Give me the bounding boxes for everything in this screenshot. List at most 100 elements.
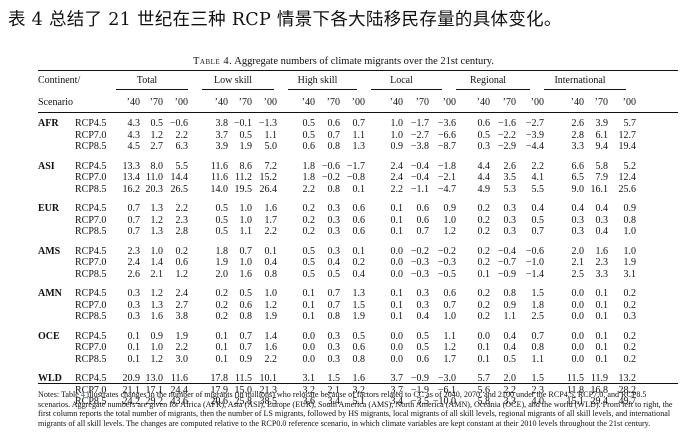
table-cell: 1.9 [264,311,278,322]
header-year: ’70 [238,97,252,108]
table-cell: 0.2 [477,245,491,257]
table-cell: 3.0 [175,353,189,365]
table-cell: −0.6 [525,245,544,257]
table-cell: −3.9 [525,129,544,141]
table-cell: 0.6 [302,141,316,152]
table-reference-link[interactable]: 4 [80,390,85,399]
table-cell: 28.2 [618,384,637,396]
table-cell: 0.0 [571,353,585,365]
table-cell: 1.6 [595,245,609,257]
table-cell: 0.4 [503,342,517,353]
table-cell: 4.3 [127,118,141,129]
table-cell: 0.1 [477,353,491,365]
table-cell: 0.7 [531,330,545,342]
table-cell: 0.3 [327,226,341,237]
table-cell: 0.5 [302,245,316,257]
table-cell: 4.5 [127,141,141,152]
table-cell: 0.1 [390,311,404,322]
table-cell: 3.5 [503,172,517,183]
table-cell: 12.4 [618,172,637,183]
header-group-3: Local [390,75,413,86]
table-cell: 6.6 [571,160,585,172]
table-cell: 5.3 [503,183,517,195]
table-cell: 0.1 [127,342,141,353]
table-cell: −1.0 [525,257,544,268]
table-cell: 3.8 [175,311,189,322]
table-cell: 0.8 [531,342,545,353]
table-cell: 0.5 [416,342,430,353]
table-cell: 2.4 [390,172,404,183]
bottom-rule [38,383,678,385]
header-year: ’00 [530,97,544,108]
table-cell: 11.5 [566,373,584,384]
table-cell: 2.2 [302,183,316,195]
table-cell: 26.4 [259,183,278,195]
notes-text-2: illustrates changes in the number of mig… [38,390,673,428]
table-cell: 0.6 [352,203,366,214]
table-cell: −0.9 [410,373,429,384]
table-cell: 0.1 [302,288,316,299]
table-cell: 0.5 [239,288,253,299]
table-cell: 8.6 [239,160,253,172]
header-group-4: Regional [469,75,507,86]
table-cell: 1.2 [150,129,164,141]
table-cell: 1.9 [352,311,366,322]
table-cell: 0.2 [623,288,637,299]
table-cell: 4.4 [477,172,491,183]
table-cell: 2.2 [390,183,404,195]
table-cell: 3.8 [215,118,229,129]
table-cell: 21.1 [122,384,141,396]
table-cell: 0.8 [239,311,253,322]
scenario-label: RCP8.5 [75,141,107,152]
table-cell: 1.4 [150,257,164,268]
table-cell: 17.1 [145,384,164,396]
header-year: ’00 [174,97,188,108]
table-cell: −0.7 [497,257,516,268]
table-cell: 0.1 [127,353,141,365]
scenario-label: RCP7.0 [75,172,107,183]
table-cell: 0.2 [623,353,637,365]
table-cell: −2.2 [497,129,516,141]
table-cell: −2.9 [497,141,516,152]
region-label: WLD [38,373,62,384]
table-cell: 1.1 [352,129,366,141]
table-cell: 9.4 [595,141,609,152]
table-cell: 0.3 [477,141,491,152]
group-underline-3 [371,89,442,90]
table-cell: 0.0 [571,311,585,322]
table-cell: 3.9 [595,118,609,129]
table-cell: −0.1 [233,118,252,129]
table-cell: 0.0 [302,342,316,353]
table-cell: 0.7 [531,226,545,237]
table-cell: 1.5 [352,299,366,311]
table-cell: 2.2 [503,384,517,396]
table-caption-text: Aggregate numbers of climate migrants ov… [234,56,494,67]
region-label: EUR [38,203,60,214]
table-cell: 1.0 [390,129,404,141]
table-cell: 0.3 [416,288,430,299]
table-cell: 11.6 [210,160,228,172]
group-underline-2 [288,89,357,90]
table-cell: 0.0 [390,245,404,257]
table-cell: 0.7 [443,299,457,311]
table-cell: 1.9 [239,141,253,152]
table-cell: 1.2 [443,226,457,237]
table-cell: 0.1 [390,214,404,226]
table-cell: 0.2 [477,311,491,322]
table-cell: 1.2 [150,288,164,299]
table-cell: 0.1 [215,353,229,365]
table-cell: 0.2 [302,226,316,237]
table-cell: −3.0 [437,373,456,384]
table-cell: 0.5 [503,353,517,365]
table-cell: 0.3 [623,311,637,322]
table-cell: 0.3 [127,311,141,322]
table-cell: 13.3 [122,160,141,172]
table-cell: 0.8 [327,183,341,195]
table-cell: 0.8 [503,288,517,299]
table-cell: 38.5 [259,396,278,407]
table-cell: 2.4 [175,288,189,299]
table-cell: 0.4 [416,311,430,322]
table-cell: 17.8 [210,373,229,384]
table-cell: 0.5 [239,129,253,141]
table-cell: 0.2 [477,214,491,226]
